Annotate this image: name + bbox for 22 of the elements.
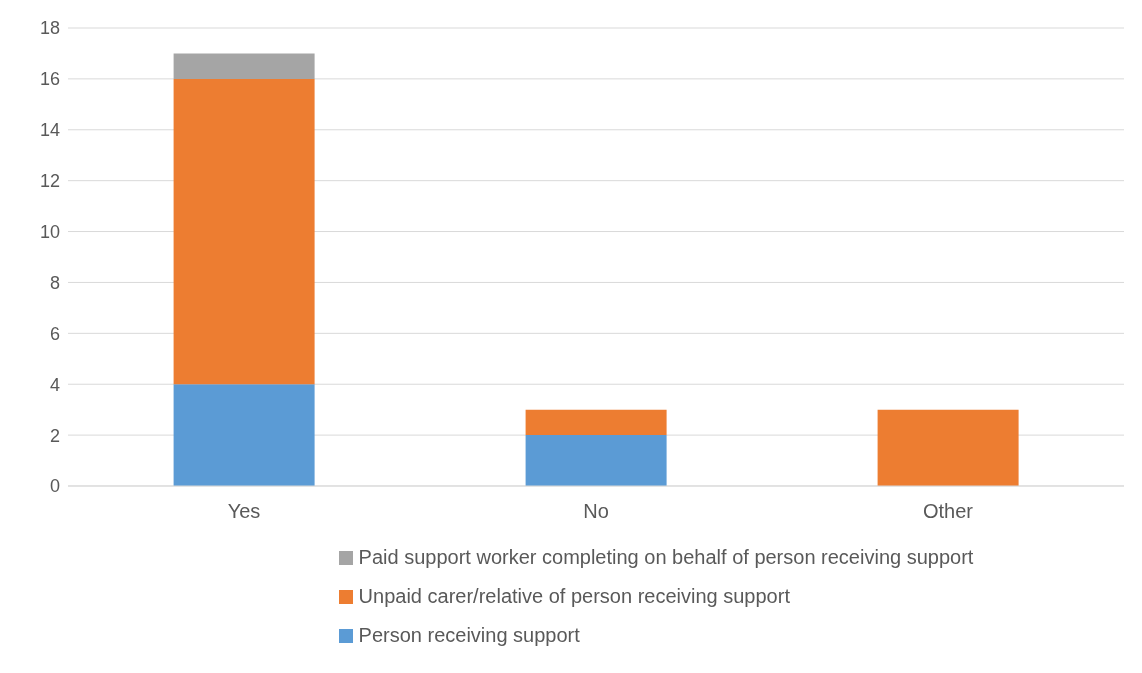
bar bbox=[525, 409, 667, 436]
y-tick-label: 16 bbox=[39, 69, 60, 90]
y-tick-label: 18 bbox=[39, 18, 60, 39]
bar bbox=[173, 78, 315, 385]
y-tick-label: 12 bbox=[39, 171, 60, 192]
legend-label: Unpaid carer/relative of person receiving support bbox=[358, 585, 790, 608]
y-tick-label: 14 bbox=[39, 120, 60, 141]
y-tick-label: 0 bbox=[49, 476, 60, 497]
y-tick-label: 4 bbox=[49, 374, 60, 395]
y-tick-label: 8 bbox=[49, 272, 60, 293]
y-tick-label: 10 bbox=[39, 221, 60, 242]
x-tick-label: No bbox=[583, 500, 609, 523]
legend-label: Person receiving support bbox=[358, 624, 580, 647]
legend-label: Paid support worker completing on behalf of person receiving support bbox=[358, 546, 974, 569]
y-tick-label: 6 bbox=[49, 323, 60, 344]
y-tick-label: 2 bbox=[49, 425, 60, 446]
x-tick-label: Yes bbox=[227, 500, 261, 523]
bar bbox=[525, 435, 667, 486]
bar bbox=[877, 409, 1019, 486]
x-tick-label: Other bbox=[922, 500, 974, 523]
bar bbox=[173, 53, 315, 79]
bar bbox=[173, 384, 315, 486]
